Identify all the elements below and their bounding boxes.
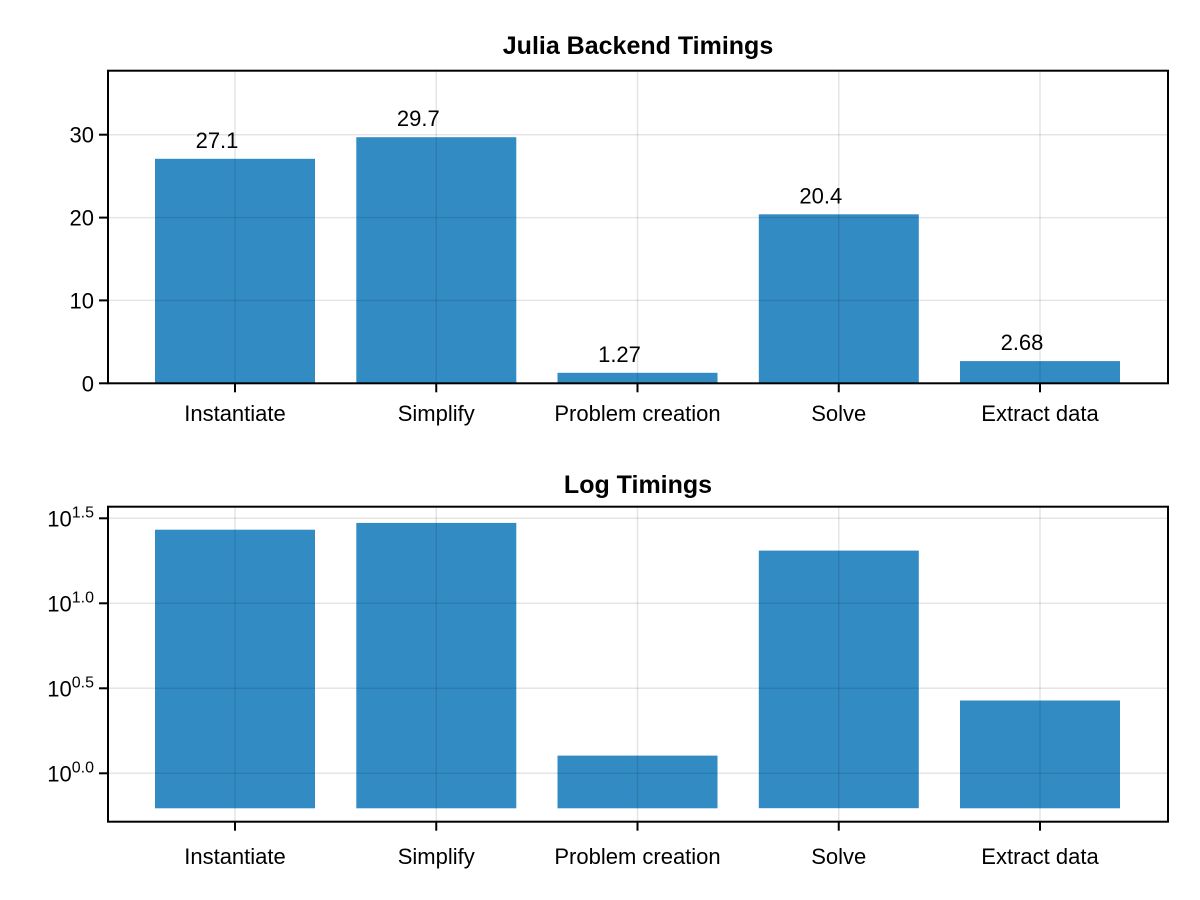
y-tick-label: 20 (70, 206, 94, 231)
bar-value-label-solve: 20.4 (799, 183, 842, 208)
bar-instantiate (155, 529, 315, 809)
bar-value-label-instantiate: 27.1 (196, 128, 239, 153)
chart-title-log-timings: Log Timings (564, 471, 712, 499)
x-tick-label-solve: Solve (811, 401, 866, 426)
x-tick-label-extract-data: Extract data (981, 401, 1099, 426)
bar-instantiate (155, 158, 315, 384)
chart-log-timings: 100.0 100.5 101.0 101.5 Instantiate Simplify P… (47, 504, 1169, 869)
bar-extract-data (960, 700, 1120, 809)
x-tick-label-problem-creation: Problem creation (554, 844, 720, 869)
bar-value-label-problem-creation: 1.27 (598, 342, 641, 367)
y-tick-label: 101.5 (47, 504, 94, 531)
x-tick-label-extract-data: Extract data (981, 844, 1099, 869)
x-tick-label-simplify: Simplify (398, 401, 475, 426)
axis-frame (107, 69, 1169, 385)
bar-problem-creation (557, 372, 718, 384)
bar-simplify (356, 137, 517, 384)
bar-solve (758, 550, 919, 809)
x-tick-label-instantiate: Instantiate (184, 844, 286, 869)
x-tick-label-problem-creation: Problem creation (554, 401, 720, 426)
x-tick-label-instantiate: Instantiate (184, 401, 286, 426)
y-tick-label: 0 (82, 371, 94, 396)
x-tick-label-solve: Solve (811, 844, 866, 869)
chart-julia-backend-timings: 0 10 20 30 Instantiate Simplify Problem creati… (70, 69, 1169, 426)
y-tick-label: 101.0 (47, 589, 94, 616)
bar-value-label-simplify: 29.7 (397, 106, 440, 131)
y-tick-label: 30 (70, 123, 94, 148)
y-tick-label: 10 (70, 288, 94, 313)
chart-title-julia-backend-timings: Julia Backend Timings (503, 32, 773, 60)
bar-extract-data (960, 361, 1120, 384)
bar-problem-creation (557, 755, 718, 809)
y-tick-label: 100.0 (47, 759, 94, 786)
bar-solve (758, 214, 919, 384)
bar-simplify (356, 522, 517, 809)
x-tick-label-simplify: Simplify (398, 844, 475, 869)
axis-frame (107, 505, 1169, 823)
bar-value-label-extract-data: 2.68 (1001, 330, 1044, 355)
y-tick-label: 100.5 (47, 674, 94, 701)
